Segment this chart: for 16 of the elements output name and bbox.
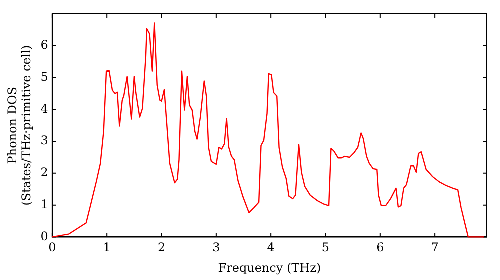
x-tick-label: 5 [322, 240, 330, 255]
y-tick-label: 5 [40, 70, 48, 84]
y-tick-label: 4 [40, 102, 49, 116]
x-tick-label: 3 [212, 240, 220, 255]
y-tick-label: 6 [40, 38, 48, 52]
x-tick-label: 2 [158, 240, 166, 255]
x-tick-label: 7 [431, 240, 439, 255]
y-tick-label: 1 [40, 197, 48, 212]
x-tick-label: 1 [103, 240, 111, 255]
y-axis-title: Phonon DOS (States/THz·primitive cell) [5, 45, 34, 206]
y-tick-label: 0 [40, 229, 48, 244]
y-tick-label: 2 [40, 166, 48, 180]
x-axis-title: Frequency (THz) [218, 260, 322, 275]
x-tick-label: 4 [267, 240, 276, 255]
x-tick-label: 6 [376, 240, 384, 255]
y-tick-label: 3 [40, 134, 48, 148]
